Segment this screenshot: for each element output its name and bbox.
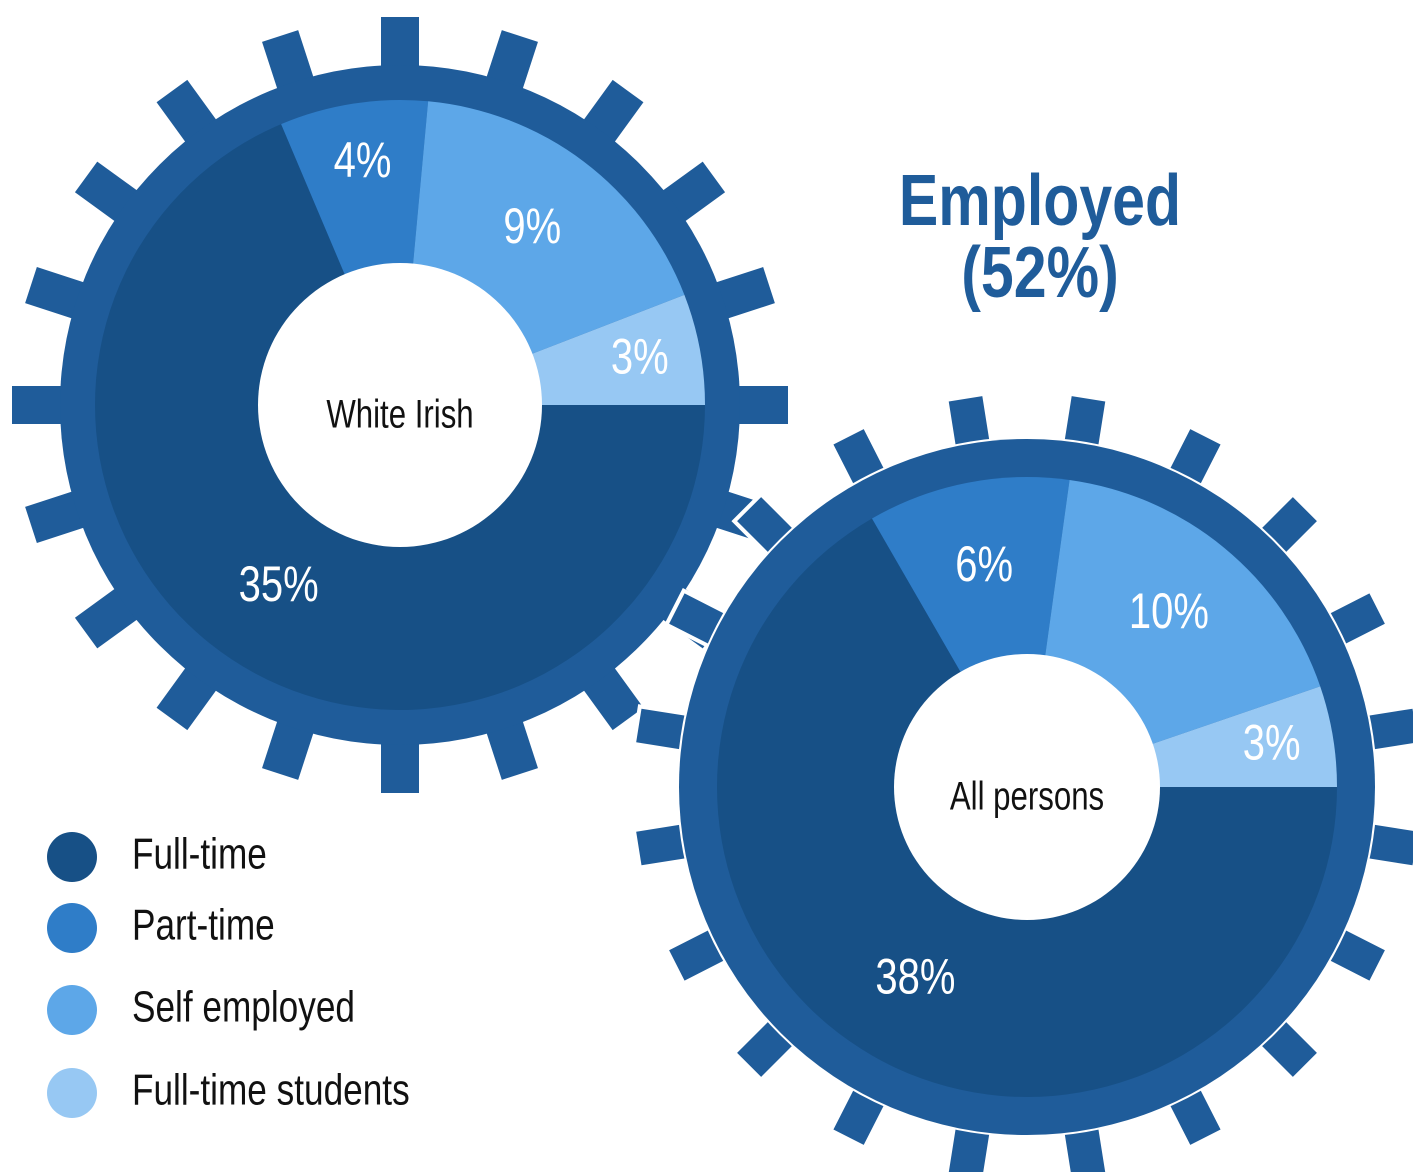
legend-marker: [47, 1068, 97, 1118]
center-label: White Irish: [326, 392, 473, 437]
legend-marker: [47, 903, 97, 953]
legend-label: Full-time: [132, 830, 267, 879]
gear-tooth: [730, 386, 788, 424]
value-label: 38%: [875, 948, 955, 1004]
legend-label: Full-time students: [132, 1066, 410, 1115]
value-label: 3%: [611, 328, 669, 384]
legend-marker: [47, 832, 97, 882]
value-label: 3%: [1243, 714, 1301, 770]
chart-title: Employed (52%): [898, 161, 1182, 313]
donut-hole: [894, 654, 1160, 920]
value-label: 35%: [239, 556, 319, 612]
value-label: 10%: [1129, 583, 1209, 639]
legend-label: Self employed: [132, 983, 355, 1032]
donut-hole: [258, 263, 542, 547]
legend-label: Part-time: [132, 901, 275, 950]
legend-marker: [47, 985, 97, 1035]
value-label: 4%: [334, 132, 392, 188]
value-label: 9%: [503, 198, 561, 254]
gear-tooth: [12, 386, 70, 424]
value-label: 6%: [955, 536, 1013, 592]
center-label: All persons: [950, 774, 1104, 819]
